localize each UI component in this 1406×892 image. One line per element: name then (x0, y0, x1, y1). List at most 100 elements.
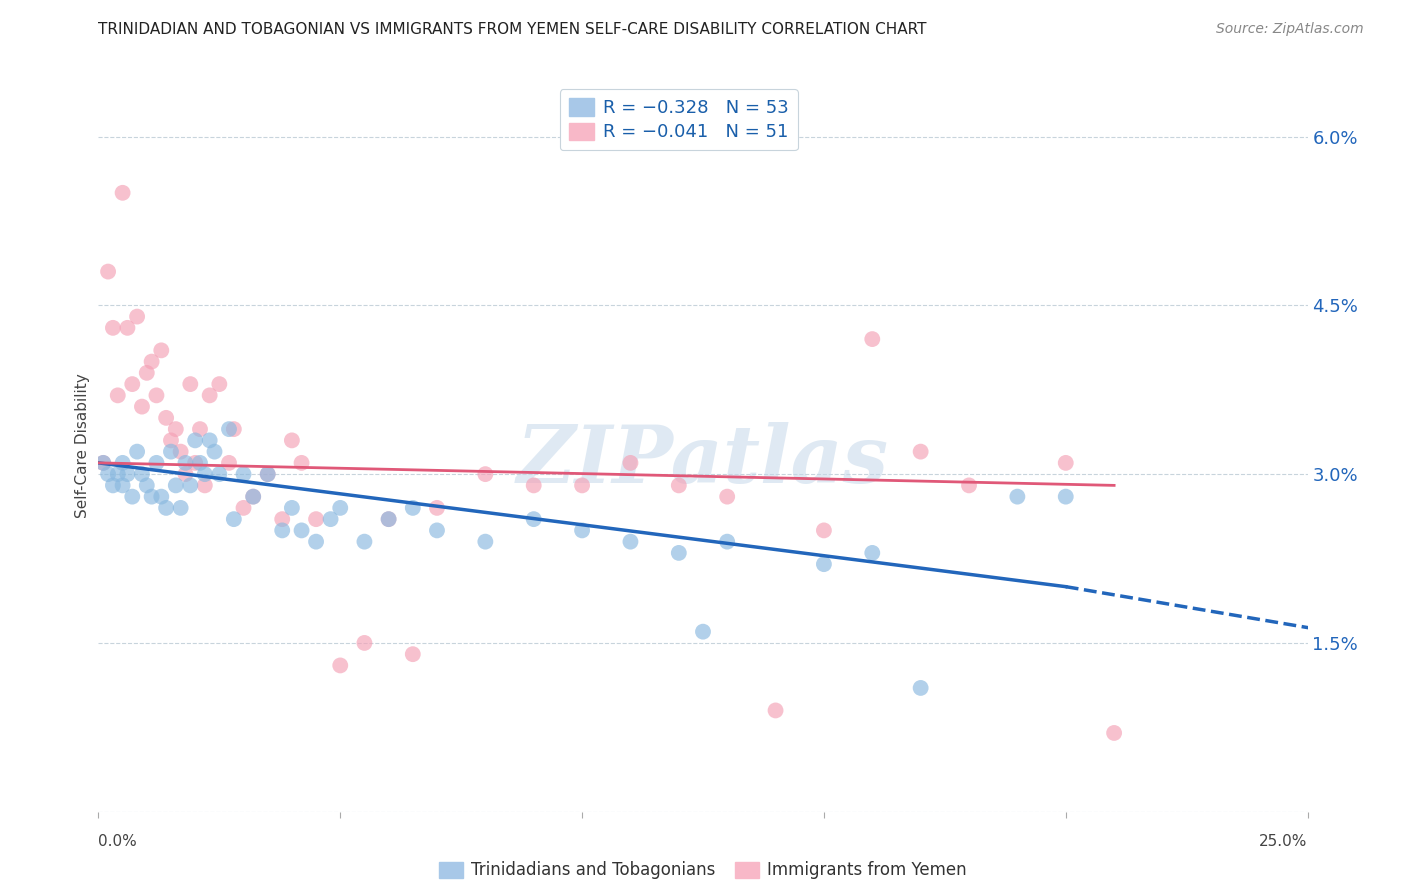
Point (117, 467, 139, 482)
Point (765, 703, 787, 717)
Point (329, 658, 352, 673)
Point (222, 422, 245, 436)
Point (353, 636, 375, 650)
Point (91, 456, 114, 470)
Point (121, 490, 143, 504)
Point (716, 490, 738, 504)
Text: 0.0%: 0.0% (98, 834, 138, 849)
Point (329, 500, 352, 515)
Point (121, 377, 143, 392)
Point (692, 624, 714, 639)
Point (256, 467, 278, 482)
Point (218, 422, 240, 436)
Point (131, 467, 153, 482)
Point (271, 524, 294, 538)
Point (188, 456, 211, 470)
Point (319, 512, 342, 526)
Point (97, 264, 120, 278)
Point (232, 467, 254, 482)
Point (1007, 490, 1029, 504)
Point (218, 456, 240, 470)
Point (107, 467, 129, 482)
Point (141, 354, 163, 368)
Legend: Trinidadians and Tobagonians, Immigrants from Yemen: Trinidadians and Tobagonians, Immigrants… (432, 853, 974, 888)
Point (474, 467, 496, 482)
Point (169, 444, 191, 458)
Point (145, 456, 167, 470)
Point (571, 478, 593, 492)
Point (402, 500, 425, 515)
Point (813, 557, 835, 571)
Point (910, 444, 932, 458)
Point (860, 332, 883, 346)
Point (290, 524, 312, 538)
Point (174, 467, 197, 482)
Point (194, 478, 217, 492)
Point (242, 490, 264, 504)
Point (668, 478, 690, 492)
Point (957, 478, 980, 492)
Point (1054, 490, 1077, 504)
Point (135, 366, 157, 380)
Point (271, 512, 294, 526)
Point (155, 410, 177, 425)
Text: ZIPatlas: ZIPatlas (517, 422, 889, 500)
Point (155, 500, 177, 515)
Point (256, 467, 278, 482)
Point (619, 534, 641, 549)
Point (111, 456, 134, 470)
Point (194, 467, 217, 482)
Point (111, 478, 134, 492)
Point (426, 500, 449, 515)
Point (145, 388, 167, 402)
Point (523, 478, 546, 492)
Point (101, 478, 124, 492)
Point (91, 456, 114, 470)
Point (127, 444, 149, 458)
Point (242, 490, 264, 504)
Point (571, 524, 593, 538)
Point (1054, 456, 1077, 470)
Point (111, 186, 134, 200)
Point (305, 534, 328, 549)
Point (523, 512, 546, 526)
Point (107, 388, 129, 402)
Point (165, 478, 187, 492)
Point (198, 388, 221, 402)
Point (305, 512, 328, 526)
Point (290, 456, 312, 470)
Point (426, 524, 449, 538)
Point (377, 512, 399, 526)
Point (169, 500, 191, 515)
Point (135, 478, 157, 492)
Point (353, 534, 375, 549)
Point (281, 500, 304, 515)
Point (179, 377, 201, 392)
Point (184, 456, 207, 470)
Text: TRINIDADIAN AND TOBAGONIAN VS IMMIGRANTS FROM YEMEN SELF-CARE DISABILITY CORRELA: TRINIDADIAN AND TOBAGONIAN VS IMMIGRANTS… (98, 22, 927, 37)
Point (402, 647, 425, 661)
Point (160, 434, 183, 448)
Text: Source: ZipAtlas.com: Source: ZipAtlas.com (1216, 22, 1364, 37)
Point (668, 546, 690, 560)
Point (131, 400, 153, 414)
Point (232, 500, 254, 515)
Point (474, 534, 496, 549)
Point (716, 534, 738, 549)
Point (127, 310, 149, 324)
Point (281, 434, 304, 448)
Point (377, 512, 399, 526)
Y-axis label: Self-Care Disability: Self-Care Disability (75, 374, 90, 518)
Point (97, 467, 120, 482)
Point (208, 467, 231, 482)
Point (910, 681, 932, 695)
Point (208, 377, 231, 392)
Point (222, 512, 245, 526)
Point (150, 343, 173, 358)
Point (117, 321, 139, 335)
Point (174, 456, 197, 470)
Point (150, 490, 173, 504)
Point (165, 422, 187, 436)
Point (619, 456, 641, 470)
Point (204, 444, 226, 458)
